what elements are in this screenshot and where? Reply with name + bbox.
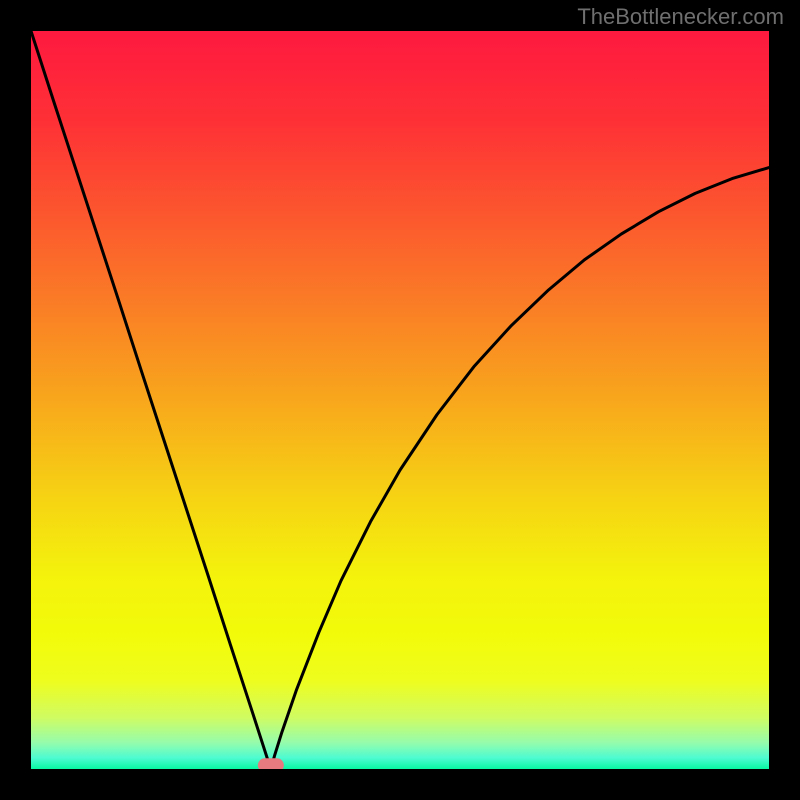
chart-svg <box>0 0 800 800</box>
gradient-background <box>31 31 769 769</box>
watermark-text: TheBottlenecker.com <box>577 4 784 30</box>
chart-container: TheBottlenecker.com <box>0 0 800 800</box>
plot-area <box>31 31 769 772</box>
